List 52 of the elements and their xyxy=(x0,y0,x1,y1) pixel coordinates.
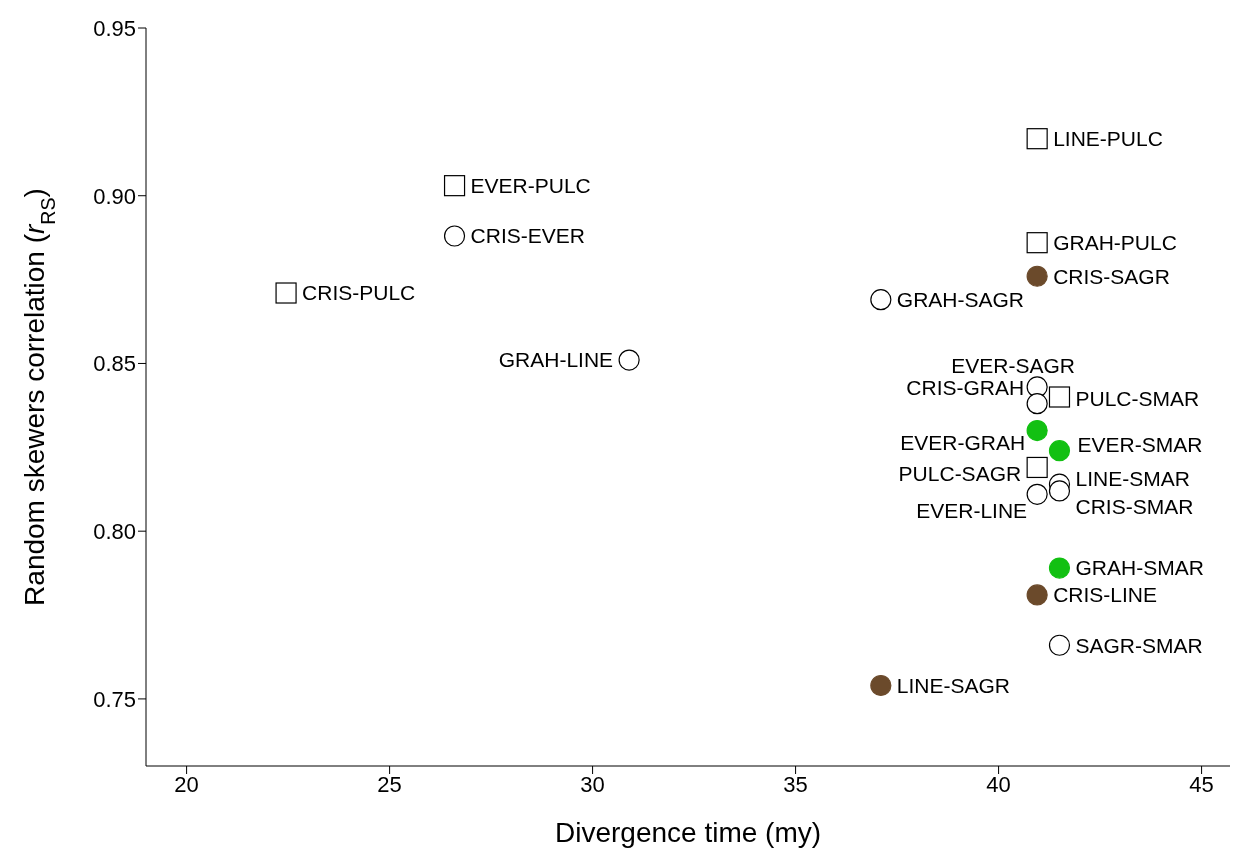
annotation: LINE-SAGR xyxy=(896,673,1011,697)
annotation: CRIS-PULC xyxy=(302,281,416,305)
annotation: EVER-LINE xyxy=(916,498,1028,522)
point xyxy=(1048,557,1071,579)
annotation: EVER-SAGR xyxy=(951,354,1076,378)
x-tick-label: 35 xyxy=(783,771,808,797)
y-tick-label: 0.80 xyxy=(93,518,136,544)
x-tick-label: 30 xyxy=(580,771,605,797)
y-tick-label: 0.95 xyxy=(93,15,136,41)
point xyxy=(1048,480,1071,502)
point xyxy=(870,289,892,311)
annotation: GRAH-LINE xyxy=(498,348,614,372)
annotation: LINE-SMAR xyxy=(1075,466,1190,490)
point xyxy=(275,282,297,304)
annotation: CRIS-SAGR xyxy=(1053,264,1170,288)
annotation: GRAH-SMAR xyxy=(1075,556,1204,580)
y-tick-label: 0.75 xyxy=(93,686,136,712)
point xyxy=(1026,456,1048,479)
annotation: EVER-PULC xyxy=(470,174,591,198)
annotation: CRIS-LINE xyxy=(1053,583,1158,607)
annotation: PULC-SMAR xyxy=(1075,387,1200,411)
annotation: EVER-GRAH xyxy=(900,430,1026,454)
point xyxy=(1026,483,1048,505)
x-tick-label: 40 xyxy=(986,771,1011,797)
annotation: PULC-SAGR xyxy=(898,461,1022,485)
x-tick-label: 20 xyxy=(174,771,199,797)
y-tick-label: 0.85 xyxy=(93,351,136,377)
x-axis-title: Divergence time (my) xyxy=(554,817,822,848)
x-tick-label: 25 xyxy=(377,771,402,797)
annotation: CRIS-GRAH xyxy=(906,376,1025,400)
point xyxy=(1026,232,1048,254)
point xyxy=(1048,634,1071,656)
annotation: CRIS-EVER xyxy=(470,224,585,248)
point xyxy=(1048,440,1071,462)
annotation: LINE-PULC xyxy=(1053,127,1163,151)
point xyxy=(618,349,640,371)
point xyxy=(1048,386,1071,408)
point xyxy=(1026,393,1048,415)
y-tick-label: 0.90 xyxy=(93,183,136,209)
point xyxy=(443,175,466,197)
point xyxy=(1026,419,1048,442)
annotation: SAGR-SMAR xyxy=(1075,633,1203,657)
point xyxy=(1026,584,1048,606)
point xyxy=(870,674,892,697)
annotation: GRAH-PULC xyxy=(1053,231,1177,255)
annotation: EVER-SMAR xyxy=(1077,433,1203,457)
point xyxy=(1026,265,1048,287)
x-tick-label: 45 xyxy=(1189,771,1214,797)
point xyxy=(443,225,466,247)
annotation: CRIS-SMAR xyxy=(1075,495,1194,519)
annotation: GRAH-SAGR xyxy=(896,288,1025,312)
point xyxy=(1026,128,1048,150)
